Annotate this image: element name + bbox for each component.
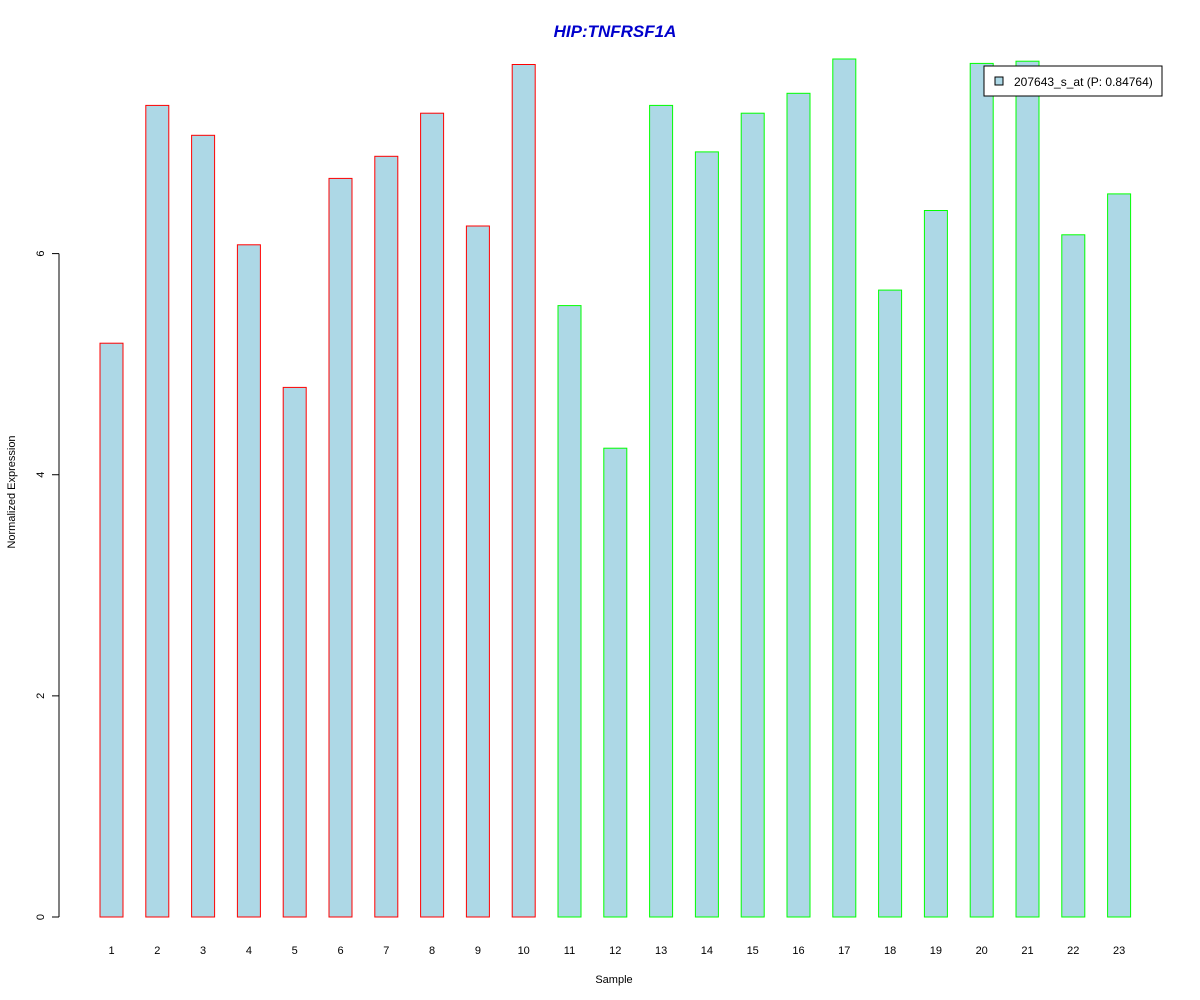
x-tick-label: 9 <box>475 945 481 957</box>
x-tick-label: 14 <box>701 945 713 957</box>
bar-sample-12 <box>603 447 628 918</box>
y-tick-label: 2 <box>35 693 47 699</box>
x-tick-label: 4 <box>246 945 252 957</box>
x-tick-label: 16 <box>792 945 804 957</box>
bar-sample-10 <box>511 64 536 918</box>
bar-sample-15 <box>740 112 765 918</box>
bar-sample-14 <box>694 151 719 918</box>
legend: 207643_s_at (P: 0.84764) <box>983 65 1163 97</box>
x-tick-label: 17 <box>838 945 850 957</box>
x-tick-label: 3 <box>200 945 206 957</box>
x-tick-label: 5 <box>292 945 298 957</box>
x-tick-label: 12 <box>609 945 621 957</box>
y-axis: 0 2 4 6 <box>35 251 60 920</box>
x-tick-label: 11 <box>564 945 575 957</box>
bar-sample-20 <box>969 62 994 918</box>
x-tick-label: 19 <box>930 945 942 957</box>
y-tick-label: 4 <box>35 472 47 478</box>
bar-sample-2 <box>145 104 170 918</box>
x-tick-label: 13 <box>655 945 667 957</box>
bar-sample-21 <box>1015 60 1040 918</box>
x-tick-label: 20 <box>976 945 988 957</box>
x-tick-label: 22 <box>1067 945 1079 957</box>
bar-sample-4 <box>236 244 261 918</box>
bar-sample-6 <box>328 177 353 918</box>
legend-box <box>983 65 1163 97</box>
bar-sample-13 <box>649 104 674 918</box>
x-tick-label: 10 <box>518 945 530 957</box>
x-tick-label: 8 <box>429 945 435 957</box>
x-tick-label: 23 <box>1113 945 1125 957</box>
x-tick-label: 15 <box>747 945 759 957</box>
bar-sample-5 <box>282 386 307 918</box>
bar-sample-17 <box>832 58 857 918</box>
x-tick-label: 18 <box>884 945 896 957</box>
y-tick-label: 6 <box>35 251 47 257</box>
y-tick-label: 0 <box>35 914 47 920</box>
legend-entry: 207643_s_at (P: 0.84764) <box>1014 75 1153 89</box>
bars-group <box>99 58 1132 918</box>
bar-sample-9 <box>465 225 490 918</box>
bar-sample-18 <box>878 289 903 918</box>
bar-sample-7 <box>374 155 399 918</box>
x-axis-tick-labels: 1 2 3 4 5 6 7 8 9 10 11 12 13 14 15 16 17 18 19 20 21 22 23 <box>108 945 1125 957</box>
bar-sample-23 <box>1107 193 1132 918</box>
bar-sample-1 <box>99 342 124 918</box>
bar-sample-19 <box>923 210 948 918</box>
x-tick-label: 7 <box>383 945 389 957</box>
chart-title: HIP:TNFRSF1A <box>554 22 677 41</box>
bar-sample-8 <box>420 112 445 918</box>
x-axis-label: Sample <box>595 974 632 986</box>
bar-sample-3 <box>191 134 216 918</box>
x-tick-label: 21 <box>1021 945 1033 957</box>
bar-sample-22 <box>1061 234 1086 918</box>
bar-sample-16 <box>786 92 811 918</box>
x-tick-label: 6 <box>337 945 343 957</box>
x-tick-label: 1 <box>108 945 114 957</box>
bar-sample-11 <box>557 305 582 918</box>
x-tick-label: 2 <box>154 945 160 957</box>
legend-swatch <box>994 76 1004 86</box>
y-axis-label: Normalized Expression <box>6 435 18 548</box>
